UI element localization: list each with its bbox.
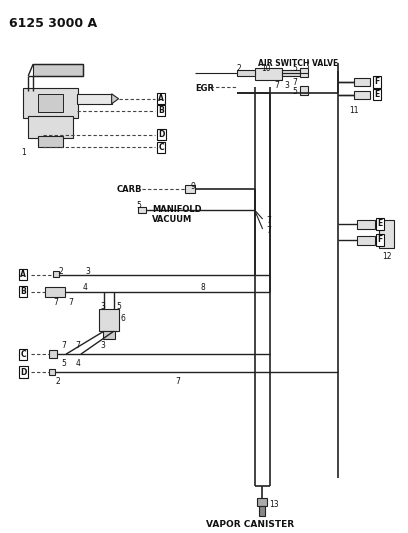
Text: D: D [158,130,164,139]
Bar [282,70,300,76]
Text: 7: 7 [175,377,180,386]
Bar [77,94,112,104]
Text: 7: 7 [266,216,271,225]
Bar [28,116,73,138]
Text: MANIFOLD: MANIFOLD [152,205,202,214]
Text: 3: 3 [86,266,91,276]
Bar [259,506,264,516]
Text: 11: 11 [349,106,359,115]
Bar [185,185,195,193]
Bar [379,220,394,248]
Text: 4: 4 [76,359,81,368]
Text: 7: 7 [293,78,297,87]
Text: 10: 10 [262,64,271,73]
Text: A: A [158,94,164,103]
Bar [49,369,55,375]
Polygon shape [112,94,119,104]
Bar [38,94,63,112]
Text: 6125 3000 A: 6125 3000 A [9,17,98,30]
Bar [138,207,146,213]
Text: 7: 7 [61,341,66,350]
Text: 7: 7 [275,81,279,90]
Bar [255,68,282,80]
Text: C: C [20,350,26,359]
Bar [257,498,266,506]
Bar [357,220,375,229]
Bar [300,86,308,95]
Text: AIR SWITCH VALVE: AIR SWITCH VALVE [257,59,338,68]
Text: VACUUM: VACUUM [152,215,193,224]
Text: 5: 5 [293,87,297,96]
Text: 5: 5 [293,64,297,73]
Bar [38,135,63,148]
Bar [354,78,370,86]
Bar [33,64,83,76]
Text: F: F [374,77,379,86]
Text: F: F [377,236,382,245]
Text: EGR: EGR [195,84,214,93]
Text: 4: 4 [83,282,88,292]
Text: CARB: CARB [117,185,142,194]
Bar [300,68,308,77]
Text: VAPOR CANISTER: VAPOR CANISTER [206,520,294,529]
Text: 2: 2 [58,266,63,276]
Bar [49,350,57,358]
Text: 5: 5 [117,302,122,311]
Text: C: C [158,143,164,152]
Text: 8: 8 [200,282,205,292]
Text: 12: 12 [382,252,391,261]
Text: 5: 5 [61,359,66,368]
Text: 3: 3 [101,302,106,311]
Bar [357,236,375,245]
Text: 3: 3 [101,341,106,350]
Bar [354,91,370,99]
Text: B: B [158,106,164,115]
Text: E: E [374,90,379,99]
Text: 6: 6 [121,314,125,324]
Text: 5: 5 [136,201,141,210]
Text: 9: 9 [190,182,195,191]
Text: 7: 7 [266,226,271,235]
Bar [103,332,115,340]
Text: 2: 2 [237,64,242,73]
Bar [237,70,255,76]
Text: A: A [20,270,26,279]
Text: D: D [20,368,27,377]
Bar [53,271,59,277]
Text: 7: 7 [75,341,80,350]
Text: 13: 13 [270,500,279,509]
Text: 7: 7 [68,297,73,306]
Bar [23,88,78,118]
Text: 2: 2 [55,377,60,386]
Text: E: E [377,220,382,229]
Text: B: B [20,287,26,296]
Text: 1: 1 [21,149,26,157]
Text: 7: 7 [53,297,58,306]
Bar [99,310,119,332]
Text: 3: 3 [284,81,289,90]
Bar [45,287,65,296]
